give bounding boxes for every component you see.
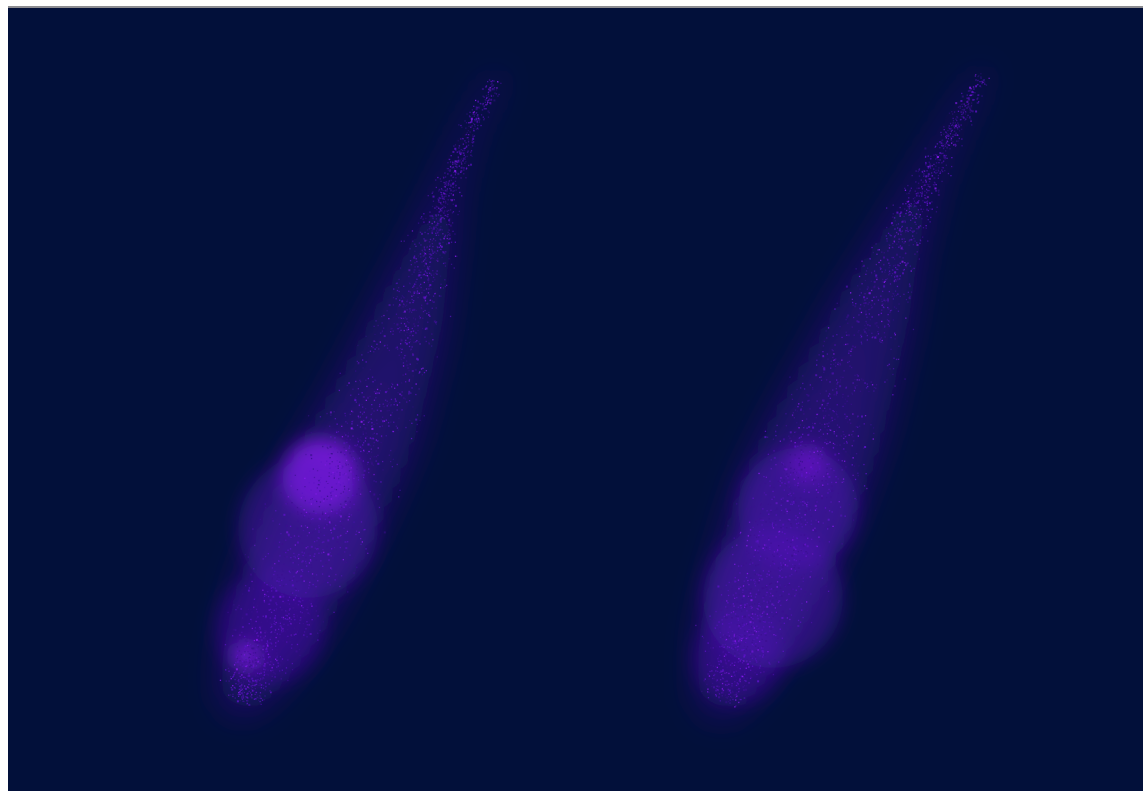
left-density-map	[215, 69, 507, 722]
hotspot-layer	[215, 438, 378, 683]
map-viewport[interactable]	[8, 8, 1143, 791]
right-density-map	[693, 65, 992, 725]
point-layer	[219, 79, 502, 706]
top-border	[8, 6, 1143, 8]
hotspot-layer	[693, 443, 858, 703]
point-layer	[695, 73, 990, 708]
density-map-canvas[interactable]	[8, 8, 1143, 791]
